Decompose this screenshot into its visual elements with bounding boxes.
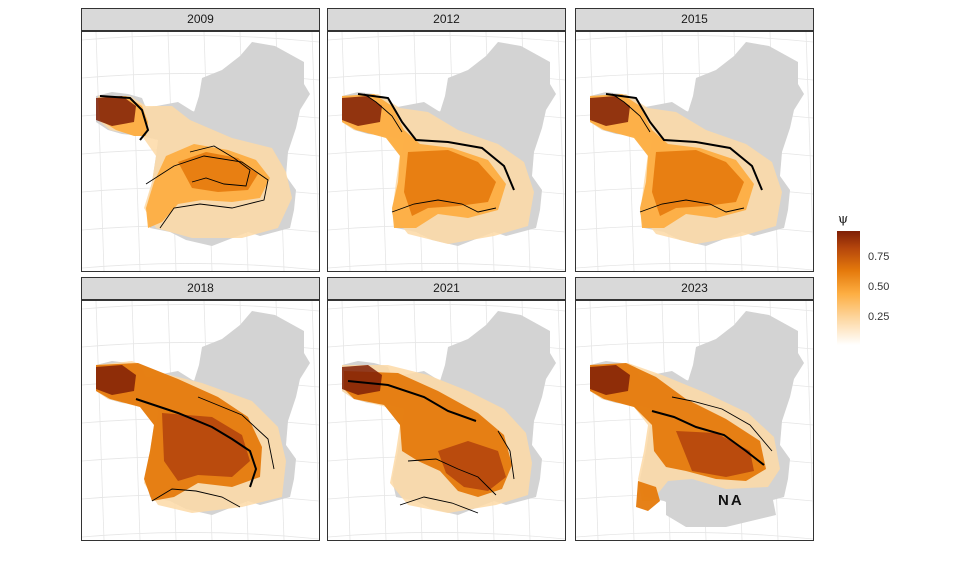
panel-strip-label: 2021	[327, 277, 566, 300]
contour-line	[399, 496, 479, 514]
contour-line	[151, 488, 241, 508]
occupancy-high	[178, 152, 258, 192]
france-map	[328, 301, 565, 540]
contour-line	[197, 396, 275, 470]
contour-line	[189, 145, 251, 187]
france-map	[328, 32, 565, 271]
map-panel-2012: 2012	[327, 8, 566, 272]
occupancy-max-brittany	[590, 96, 630, 126]
legend-title: ψ	[838, 212, 849, 227]
psi-legend: ψ 0.75 0.50 0.25	[834, 212, 914, 352]
contour-line	[605, 93, 763, 191]
contour-line	[651, 410, 765, 466]
legend-tick-label: 0.50	[868, 281, 890, 293]
france-map	[576, 32, 813, 271]
occupancy-max-brittany	[590, 365, 630, 395]
france-map	[82, 301, 319, 540]
legend-tick-label: 0.25	[868, 310, 890, 323]
contour-line	[671, 396, 773, 452]
contour-line	[357, 93, 515, 191]
map-panel-2009: 2009	[81, 8, 320, 272]
contour-line	[347, 380, 477, 422]
contour-line	[99, 95, 150, 141]
na-region	[666, 487, 776, 527]
map-panel-2023: 2023 NA	[575, 277, 814, 541]
panel-strip-label: 2015	[575, 8, 814, 31]
map-panel-2018: 2018	[81, 277, 320, 541]
map-panel-2015: 2015	[575, 8, 814, 272]
contour-line	[407, 458, 497, 496]
contour-line	[497, 430, 515, 480]
map-plot-area	[327, 300, 566, 541]
contour-line	[611, 93, 651, 133]
legend-tick	[860, 258, 864, 260]
occupancy-max-brittany	[342, 365, 382, 395]
france-map	[82, 32, 319, 271]
panel-strip-label: 2009	[81, 8, 320, 31]
map-plot-area	[327, 31, 566, 272]
france-map: NA	[576, 301, 813, 540]
occupancy-high	[404, 150, 496, 216]
panel-strip-label: 2023	[575, 277, 814, 300]
map-plot-area	[81, 300, 320, 541]
occupancy-max-brittany	[96, 365, 136, 395]
legend-tick	[860, 317, 864, 319]
occupancy-high	[162, 413, 250, 481]
contour-line	[145, 155, 269, 229]
occupancy-high	[676, 431, 754, 477]
na-label: NA	[718, 492, 744, 509]
panel-strip-label: 2012	[327, 8, 566, 31]
occupancy-max-brittany	[96, 96, 136, 126]
map-plot-area	[575, 31, 814, 272]
occupancy-high	[652, 150, 744, 216]
contour-line	[363, 93, 403, 133]
occupancy-high	[438, 441, 506, 491]
panel-strip-label: 2018	[81, 277, 320, 300]
legend-colorbar	[837, 231, 860, 345]
contour-line	[391, 199, 497, 213]
legend-tick-label: 0.75	[868, 251, 890, 264]
contour-line	[135, 398, 258, 488]
map-plot-area: NA	[575, 300, 814, 541]
occupancy-max-brittany	[342, 96, 382, 126]
map-plot-area	[81, 31, 320, 272]
map-panel-2021: 2021	[327, 277, 566, 541]
legend-tick	[860, 288, 864, 289]
contour-line	[639, 199, 745, 213]
